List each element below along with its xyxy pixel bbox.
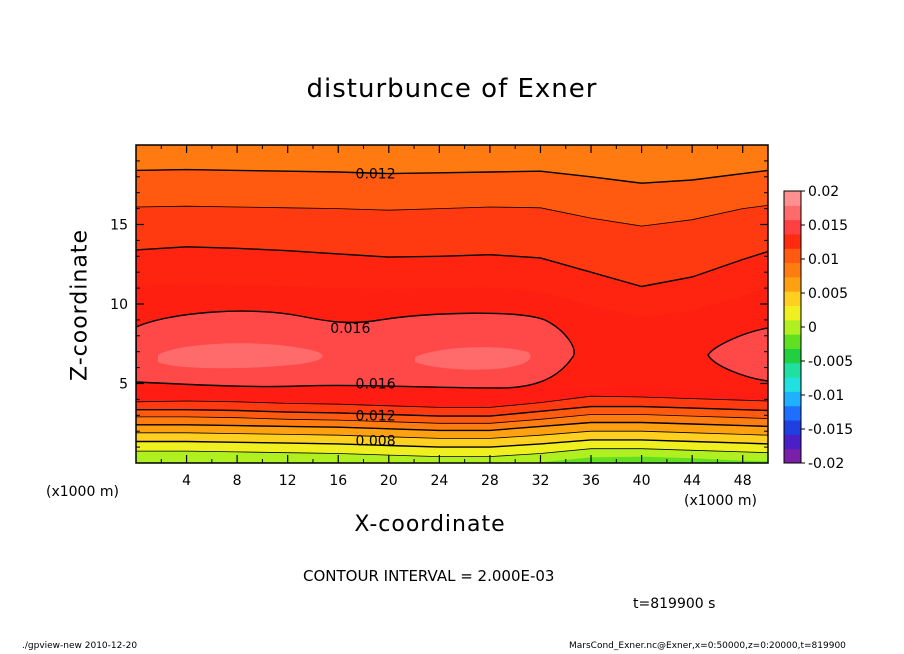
y-tick-label-0: 5 xyxy=(119,377,128,393)
contour-lines xyxy=(136,168,768,457)
footer-left-text: ./gpview-new 2010-12-20 xyxy=(22,641,138,651)
contour-line-0016-right xyxy=(707,327,768,382)
contour-line-5 xyxy=(136,414,768,424)
contour-line-8 xyxy=(136,439,768,448)
colorbar-swatch-4 xyxy=(784,391,801,407)
x-tick-label-0: 4 xyxy=(182,473,191,489)
x-unit-label-right: (x1000 m) xyxy=(684,493,757,509)
x-axis-label: X-coordinate xyxy=(354,512,506,537)
x-tick-label-5: 24 xyxy=(430,473,448,489)
colorbar-swatch-7 xyxy=(784,348,801,364)
contour-label-1: 0.016 xyxy=(330,321,370,337)
x-tick-label-11: 48 xyxy=(734,473,752,489)
colorbar-swatch-8 xyxy=(784,334,801,349)
x-tick-label-7: 32 xyxy=(532,473,550,489)
colorbar-swatch-12 xyxy=(784,276,801,292)
contour-interval-text: CONTOUR INTERVAL = 2.000E-03 xyxy=(303,567,555,585)
colorbar-swatch-14 xyxy=(784,248,801,264)
peak-core-right xyxy=(415,347,531,370)
colorbar-tick-label-8: -0.02 xyxy=(808,456,844,472)
colorbar-swatch-18 xyxy=(784,191,801,206)
colorbar-tick-label-6: -0.01 xyxy=(808,388,844,404)
x-tick-label-9: 40 xyxy=(633,473,651,489)
colorbar-swatch-2 xyxy=(784,420,801,435)
contour-line-4 xyxy=(136,405,768,417)
contour-label-0: 0.012 xyxy=(356,167,396,183)
colorbar-tick-label-1: 0.015 xyxy=(808,218,848,234)
x-tick-label-4: 20 xyxy=(380,473,398,489)
contour-label-2: 0.016 xyxy=(356,377,396,393)
contour-line-1 xyxy=(136,205,768,227)
colorbar-swatch-6 xyxy=(784,362,801,378)
peak-core-left xyxy=(158,343,323,369)
colorbar-tick-label-3: 0.005 xyxy=(808,286,848,302)
contour-line-6 xyxy=(136,421,768,432)
contour-line-0016 xyxy=(136,310,575,389)
colorbar-swatch-16 xyxy=(784,219,801,235)
max-region-right xyxy=(708,328,768,381)
contour-line-9 xyxy=(136,448,768,457)
y-tick-label-1: 10 xyxy=(110,297,128,313)
footer-right-text: MarsCond_Exner.nc@Exner,x=0:50000,z=0:20… xyxy=(569,641,846,651)
contour-labels: 0.012 0.016 0.016 0.012 0.008 xyxy=(330,167,396,450)
contour-line-3 xyxy=(136,395,768,408)
colorbar-swatch-13 xyxy=(784,262,801,278)
colorbar-swatch-17 xyxy=(784,205,801,221)
x-unit-label-left: (x1000 m) xyxy=(46,484,119,500)
colorbar-swatch-11 xyxy=(784,291,801,307)
contour-line-2 xyxy=(136,246,768,288)
x-tick-label-8: 36 xyxy=(582,473,600,489)
colorbar-tick-label-4: 0 xyxy=(808,320,817,336)
contour-line-7 xyxy=(136,430,768,439)
colorbar-swatch-0 xyxy=(784,448,801,464)
colorbar-swatch-5 xyxy=(784,377,801,392)
colorbar-tick-label-5: -0.005 xyxy=(808,354,853,370)
contour-label-4: 0.008 xyxy=(356,434,396,450)
x-tick-label-3: 16 xyxy=(329,473,347,489)
colorbar-swatch-9 xyxy=(784,319,801,335)
x-tick-label-6: 28 xyxy=(481,473,499,489)
contour-label-3: 0.012 xyxy=(356,408,396,424)
chart-title: disturbunce of Exner xyxy=(306,74,598,104)
colorbar-swatch-15 xyxy=(784,233,801,249)
x-tick-label-10: 44 xyxy=(683,473,701,489)
y-tick-label-2: 15 xyxy=(110,218,128,234)
time-label: t=819900 s xyxy=(633,596,716,612)
contour-line-0 xyxy=(136,168,768,184)
x-tick-label-2: 12 xyxy=(279,473,297,489)
colorbar-tick-label-7: -0.015 xyxy=(808,422,853,438)
colorbar-tick-label-0: 0.02 xyxy=(808,184,839,200)
colorbar-swatch-3 xyxy=(784,405,801,421)
colorbar-swatch-1 xyxy=(784,434,801,450)
contour-band-13 xyxy=(136,456,768,463)
colorbar-swatch-10 xyxy=(784,305,801,321)
colorbar: 0.02 0.015 0.01 0.005 0 -0.005 -0.01 -0.015 -0.0… xyxy=(783,184,853,472)
colorbar-tick-label-2: 0.01 xyxy=(808,252,839,268)
x-tick-label-1: 8 xyxy=(233,473,242,489)
